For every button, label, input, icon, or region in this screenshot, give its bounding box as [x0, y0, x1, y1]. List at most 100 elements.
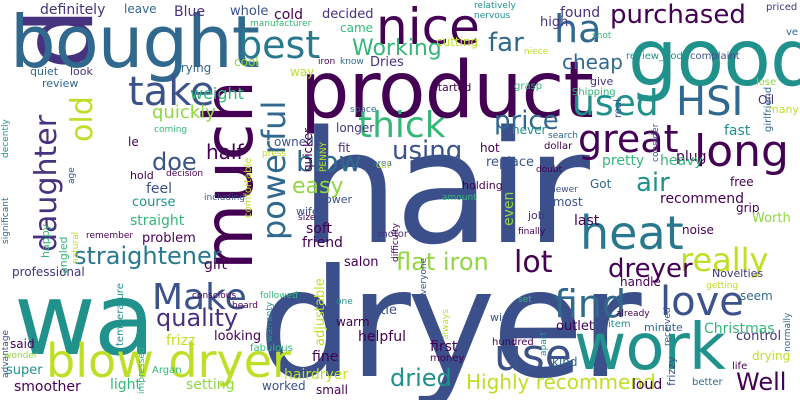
- word-shot: shot: [592, 31, 612, 41]
- word-dryer: dryer: [258, 238, 642, 400]
- word-newer: newer: [550, 185, 578, 195]
- word-set: set: [518, 295, 532, 305]
- word-super: super: [6, 363, 43, 378]
- word-weight: weight: [190, 84, 244, 103]
- word-started: started: [432, 81, 472, 94]
- word-quickly: quickly: [152, 102, 216, 123]
- word-flat-iron: flat iron: [396, 248, 489, 276]
- word-light: light: [110, 377, 142, 393]
- word-many: many: [768, 103, 799, 116]
- word-hair: hair: [300, 97, 590, 279]
- word-wa: wa: [14, 261, 155, 378]
- word-motor: motor: [378, 229, 409, 240]
- word-conscious: conscious: [192, 291, 237, 301]
- word-loud: loud: [632, 377, 663, 393]
- word-followed: followed: [260, 291, 298, 301]
- word-lot: lot: [514, 245, 553, 280]
- word-friend: friend: [302, 235, 343, 251]
- word-almost: almost: [542, 195, 583, 209]
- word-penny: PENNY: [319, 141, 329, 172]
- word-fit: fit: [338, 141, 351, 155]
- word-everyone: everyone: [419, 257, 429, 300]
- word-working: Working: [352, 36, 442, 61]
- word-hairdryer: hairdryer: [284, 367, 349, 383]
- word-warm: warm: [336, 315, 370, 329]
- word-professional: professional: [12, 265, 85, 279]
- word-happy: happy: [39, 223, 52, 258]
- word-know: know: [340, 57, 364, 67]
- word-money: money: [430, 353, 465, 364]
- word-difficulty: difficulty: [391, 223, 401, 262]
- word-wife: wife: [296, 205, 319, 218]
- word-straight: straight: [130, 213, 185, 229]
- word-handle: handle: [620, 275, 661, 289]
- word-leave: leave: [124, 2, 157, 16]
- word-cheap: cheap: [562, 50, 623, 74]
- word-worth: Worth: [752, 211, 791, 226]
- word-worked: worked: [262, 379, 306, 393]
- word-using: using: [392, 136, 463, 166]
- word-normally: normally: [783, 312, 793, 352]
- word-thick: thick: [358, 105, 446, 146]
- word-decently: decently: [1, 119, 11, 158]
- word-price: price: [494, 106, 559, 136]
- word-fine: fine: [312, 349, 339, 365]
- word-easy: easy: [292, 174, 344, 199]
- word-well: Well: [736, 368, 787, 396]
- word-comfortable: comfortable: [243, 157, 254, 218]
- word-little: little: [368, 303, 398, 318]
- word-feel: feel: [146, 181, 173, 197]
- word-frizzy: frizzy: [665, 356, 678, 386]
- word-holding: holding: [462, 179, 503, 192]
- word-recommend: recommend: [660, 191, 744, 207]
- word-owned: owned: [274, 135, 314, 149]
- word-amount: amount: [442, 193, 477, 203]
- word-novelties: Novelties: [712, 267, 764, 280]
- word-half: half: [206, 140, 244, 164]
- word-problem: problem: [142, 231, 196, 246]
- word-first: first: [430, 339, 458, 355]
- word-control: control: [736, 329, 782, 344]
- word-hot: hot: [480, 141, 500, 155]
- word-ha: ha: [554, 7, 602, 51]
- word-highly-recommend: Highly recommend: [466, 370, 656, 394]
- word-seem: seem: [740, 289, 773, 303]
- word-heard: heard: [232, 301, 259, 311]
- word-getting: getting: [706, 281, 739, 291]
- word-make: Make: [152, 277, 247, 318]
- word-area: area: [372, 159, 393, 169]
- word-job: job: [528, 209, 545, 222]
- word-free: free: [730, 175, 754, 189]
- word-argan: Argan: [152, 365, 182, 376]
- word-love: love: [660, 279, 744, 325]
- word-cutting: cutting: [436, 35, 479, 49]
- word-kind: kind: [552, 355, 578, 369]
- word-le: le: [128, 135, 139, 149]
- word-age: age: [67, 167, 77, 184]
- word-looking: looking: [214, 329, 262, 344]
- word-christmas: Christmas: [704, 321, 775, 337]
- word-wish: wish: [490, 311, 515, 324]
- word-old: old: [65, 96, 100, 142]
- word-bought: bought: [10, 0, 260, 84]
- word-hsi: HSI: [676, 79, 744, 125]
- word-setting: setting: [186, 377, 235, 393]
- word-quality: quality: [156, 304, 239, 332]
- word-definitely: definitely: [40, 2, 106, 18]
- word-look: look: [70, 65, 93, 78]
- word-soft: soft: [306, 221, 333, 237]
- word-heavy: heavy: [660, 153, 703, 169]
- word-product: product: [300, 46, 594, 136]
- word-dreyer: dreyer: [608, 254, 693, 284]
- word-longer: longer: [336, 121, 375, 135]
- word-lose: lose: [756, 77, 777, 88]
- word-way: way: [290, 65, 315, 79]
- word-priced: priced: [766, 2, 798, 13]
- word-better: better: [692, 377, 723, 388]
- word-real: real: [613, 99, 624, 118]
- word-heat: heat: [580, 206, 684, 260]
- word-finally: finally: [518, 227, 546, 237]
- word-niece: niece: [524, 47, 549, 57]
- word-ve: ve: [786, 27, 799, 38]
- word-used: used: [572, 83, 659, 124]
